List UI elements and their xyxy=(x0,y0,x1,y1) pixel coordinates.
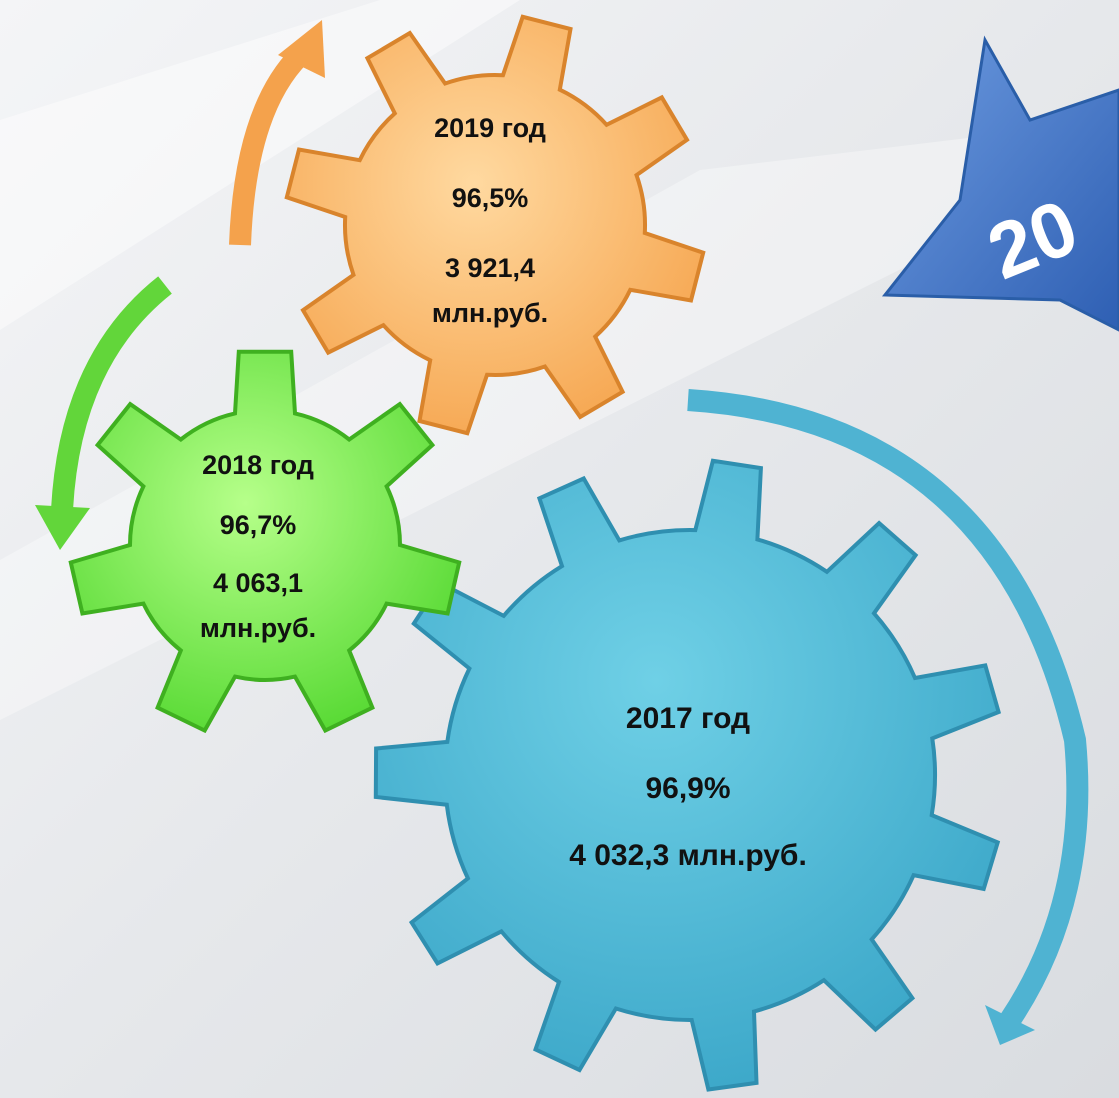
gear-percent: 96,7% xyxy=(220,510,297,540)
gear-year: 2018 год xyxy=(202,450,314,480)
gear-percent: 96,9% xyxy=(645,772,730,805)
gear-amount: 4 032,3 млн.руб. xyxy=(569,839,807,872)
gear-year: 2017 год xyxy=(626,702,750,735)
gear-amount: млн.руб. xyxy=(200,613,316,643)
gear-percent: 96,5% xyxy=(452,183,529,213)
diagram: 20 2019 год 96,5% 3 921,4 млн.руб. 2018 … xyxy=(0,0,1119,1098)
gear-amount: 3 921,4 xyxy=(445,253,535,283)
gear-amount: 4 063,1 xyxy=(213,568,303,598)
gear-year: 2019 год xyxy=(434,113,546,143)
gear-amount: млн.руб. xyxy=(432,298,548,328)
